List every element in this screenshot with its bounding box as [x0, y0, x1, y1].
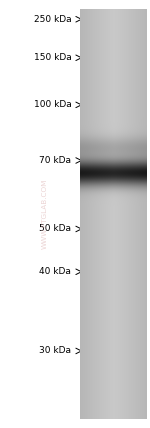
Text: 70 kDa: 70 kDa: [39, 156, 71, 165]
Text: 40 kDa: 40 kDa: [39, 267, 71, 276]
Text: 250 kDa: 250 kDa: [34, 15, 71, 24]
Text: WWW.PTGLAB.COM: WWW.PTGLAB.COM: [42, 179, 48, 249]
Text: 150 kDa: 150 kDa: [33, 53, 71, 62]
Text: 30 kDa: 30 kDa: [39, 346, 71, 356]
Text: 50 kDa: 50 kDa: [39, 224, 71, 234]
Text: 100 kDa: 100 kDa: [33, 100, 71, 110]
